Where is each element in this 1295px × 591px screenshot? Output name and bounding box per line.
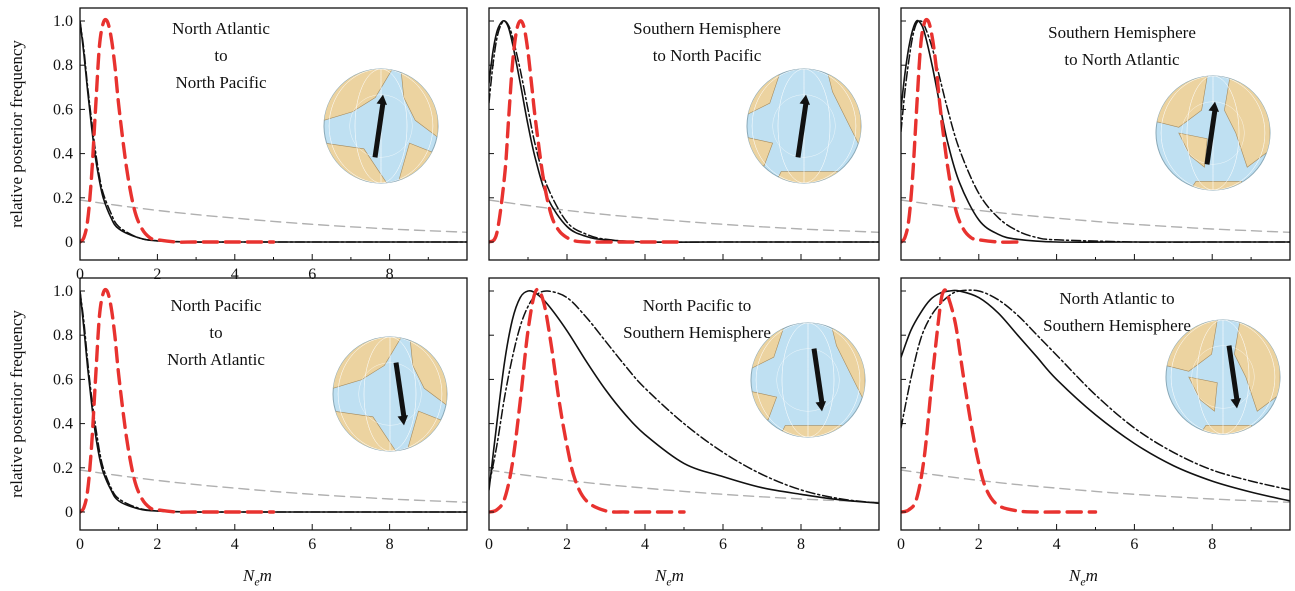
series-dashed: [489, 19, 686, 244]
series-dashed: [901, 17, 1020, 244]
series-dashed: [489, 287, 686, 514]
series-prior: [489, 469, 879, 503]
panel-5: 0 2 4 6 8 North Pacific to Southern Hemisphere: [485, 277, 880, 553]
series-solid: [80, 20, 467, 243]
y-tick-label: 0: [65, 234, 73, 251]
arrow-icon: [372, 102, 386, 158]
series-dashed: [80, 287, 276, 514]
atlantic-globe: [1155, 75, 1271, 191]
x-tick-label: 0: [76, 536, 84, 553]
x-tick-label: 0: [897, 536, 905, 553]
series-prior: [80, 469, 467, 503]
panel-3: Southern Hemisphere to North Atlantic: [900, 7, 1291, 261]
x-tick-label: 6: [1130, 536, 1138, 553]
series-solid: [901, 19, 1290, 243]
x-tick-label: 4: [231, 536, 239, 553]
y-tick-label: 0.8: [53, 57, 73, 74]
series-prior: [489, 199, 879, 233]
y-tick-label: 1.0: [53, 13, 73, 30]
panel-title: Southern Hemisphere to North Atlantic: [1048, 23, 1196, 69]
x-tick-label: 4: [231, 266, 239, 283]
x-tick-label: 8: [1208, 536, 1216, 553]
arrow-head-icon: [815, 401, 827, 412]
series-group: [80, 287, 467, 514]
x-tick-label: 6: [308, 266, 316, 283]
x-tick-label: 0: [76, 266, 84, 283]
arrow-head-icon: [1230, 398, 1242, 409]
y-tick-label: 0: [65, 504, 73, 521]
series-prior: [901, 469, 1290, 503]
series-group: [489, 19, 879, 244]
arrow-icon: [1226, 345, 1240, 401]
series-solid: [901, 289, 1290, 502]
series-dashdot: [901, 20, 1290, 243]
panel-title: North Atlantic to North Pacific: [172, 19, 270, 92]
arrow-icon: [1204, 109, 1218, 165]
y-tick-label: 0.4: [53, 416, 73, 433]
series-solid: [489, 289, 879, 504]
series-dashed: [80, 17, 276, 244]
series-prior: [80, 199, 467, 233]
y-tick-label: 1.0: [53, 283, 73, 300]
pacific-globe: [746, 68, 862, 184]
x-tick-label: 4: [641, 536, 649, 553]
panel-1: 0 0.2 0.4 0.6 0.8 1.0 0 2 4 6 8 North Atlantic to Nor…: [53, 7, 468, 283]
series-group: [80, 17, 467, 244]
panel-title: Southern Hemisphere to North Pacific: [633, 19, 781, 65]
series-prior: [901, 199, 1290, 233]
arrow-head-icon: [799, 94, 811, 105]
y-tick-label: 0.4: [53, 146, 73, 163]
y-tick-label: 0.6: [53, 371, 73, 388]
panel-title: North Pacific to North Atlantic: [167, 296, 265, 369]
series-dashdot: [901, 289, 1290, 491]
arrow-icon: [795, 102, 809, 158]
x-tick-label: 2: [563, 536, 571, 553]
x-axis-label-1: Nem: [243, 566, 272, 589]
arrow-head-icon: [376, 94, 388, 105]
x-tick-label: 6: [308, 536, 316, 553]
y-tick-label: 0.8: [53, 327, 73, 344]
series-solid: [80, 290, 467, 513]
x-tick-label: 8: [797, 536, 805, 553]
panel-6: 0 2 4 6 8 North Atlantic to Southern Hemispher…: [897, 277, 1291, 553]
panel-4: 0 0.2 0.4 0.6 0.8 1.0 0 2 4 6 8 North Pacific to Nort…: [53, 277, 468, 553]
atlantic-globe: [1165, 319, 1281, 435]
x-tick-label: 0: [485, 536, 493, 553]
y-tick-label: 0.2: [53, 460, 73, 477]
arrow-head-icon: [397, 415, 409, 426]
series-dashdot: [489, 290, 879, 504]
arrow-head-icon: [1208, 101, 1220, 112]
arrow-icon: [393, 362, 407, 418]
x-tick-label: 2: [153, 536, 161, 553]
arrow-icon: [811, 348, 825, 404]
panel-2: Southern Hemisphere to North Pacific: [488, 7, 880, 261]
series-group: [901, 288, 1290, 514]
arctic-globe: [323, 68, 439, 184]
y-axis-label-top: relative posterior frequency: [7, 40, 26, 228]
x-tick-label: 6: [719, 536, 727, 553]
series-dashed: [901, 288, 1098, 514]
arctic-globe: [332, 336, 448, 452]
x-axis-label-2: Nem: [655, 566, 684, 589]
x-tick-label: 2: [975, 536, 983, 553]
panel-title: North Atlantic to Southern Hemisphere: [1043, 289, 1191, 335]
x-axis-label-3: Nem: [1069, 566, 1098, 589]
x-tick-label: 8: [386, 536, 394, 553]
series-group: [489, 287, 879, 514]
x-tick-label: 4: [1053, 536, 1061, 553]
x-tick-label: 8: [386, 266, 394, 283]
panel-title: North Pacific to Southern Hemisphere: [623, 296, 771, 342]
x-tick-label: 2: [153, 266, 161, 283]
y-axis-label-bottom: relative posterior frequency: [7, 310, 26, 498]
y-tick-label: 0.6: [53, 101, 73, 118]
series-group: [901, 17, 1290, 244]
y-tick-label: 0.2: [53, 190, 73, 207]
